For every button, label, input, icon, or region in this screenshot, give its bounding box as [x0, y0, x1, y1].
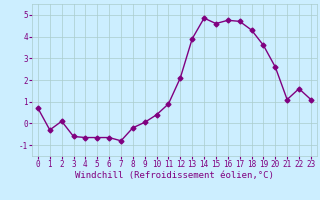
- X-axis label: Windchill (Refroidissement éolien,°C): Windchill (Refroidissement éolien,°C): [75, 171, 274, 180]
